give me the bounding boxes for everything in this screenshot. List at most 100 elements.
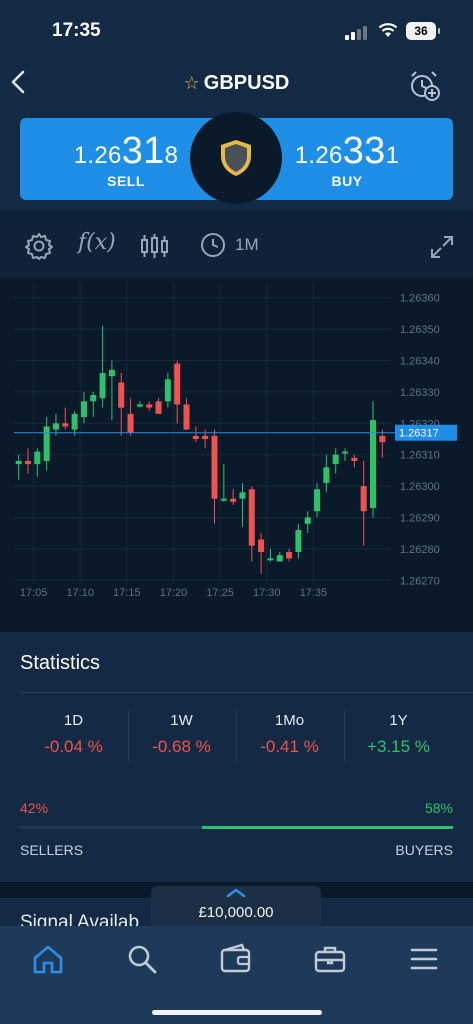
- search-icon[interactable]: [124, 942, 160, 976]
- y-tick-label: 1.26310: [400, 450, 440, 462]
- status-time: 17:35: [52, 20, 101, 41]
- y-tick-label: 1.26270: [400, 575, 440, 587]
- price-chart[interactable]: 1.26360 1.26350 1.26340 1.26330 1.26320 1.263…: [0, 278, 473, 606]
- indicators-fx-icon[interactable]: f(x): [78, 230, 116, 255]
- shield-icon: [221, 140, 251, 176]
- home-icon[interactable]: [30, 942, 66, 976]
- y-tick-label: 1.26360: [400, 293, 440, 305]
- status-bar: 17:35 36: [0, 0, 473, 60]
- candle-body: [220, 498, 227, 501]
- period-change: -0.04 %: [44, 737, 103, 756]
- candle-body: [295, 530, 302, 553]
- candle-body: [276, 555, 283, 562]
- candle-body: [342, 451, 349, 454]
- candle-body: [248, 489, 255, 546]
- page-title: ☆ GBPUSD: [0, 72, 473, 95]
- candle-body: [15, 460, 22, 465]
- wifi-icon: [378, 23, 398, 37]
- candle-body: [146, 404, 153, 408]
- current-price-tag: [395, 424, 457, 441]
- period-change: -0.68 %: [152, 737, 211, 756]
- instrument-name: GBPUSD: [203, 72, 290, 94]
- candlestick-type-icon[interactable]: [140, 232, 170, 260]
- candle-body: [351, 457, 358, 461]
- period-1mo: 1Mo -0.41 %: [232, 712, 347, 757]
- timeframe-selector[interactable]: 1M: [200, 232, 259, 258]
- statistics-title: Statistics: [20, 652, 101, 674]
- period-1w: 1W -0.68 %: [124, 712, 239, 757]
- fullscreen-expand-icon[interactable]: [429, 234, 455, 260]
- divider: [128, 710, 129, 762]
- portfolio-briefcase-icon[interactable]: [312, 942, 348, 976]
- timeframe-label: 1M: [235, 235, 259, 254]
- candle-body: [286, 552, 293, 559]
- y-tick-label: 1.26280: [400, 544, 440, 556]
- candle-body: [183, 404, 190, 430]
- wallet-icon[interactable]: [218, 942, 254, 976]
- price-alert-icon[interactable]: [408, 68, 442, 102]
- candle-body: [71, 413, 78, 430]
- candle-body: [314, 489, 321, 512]
- sellers-label: SELLERS: [20, 842, 84, 858]
- period-1d: 1D -0.04 %: [16, 712, 131, 757]
- buy-price: 1.26331: [294, 130, 400, 172]
- statistics-panel: Statistics 1D -0.04 % 1W -0.68 % 1Mo -0.…: [0, 632, 473, 882]
- candle-body: [174, 363, 181, 405]
- candle-body: [258, 539, 265, 553]
- candle-body: [24, 460, 31, 465]
- sellers-percent: 42%: [20, 800, 49, 816]
- candle-body: [155, 401, 162, 414]
- price-strip: 1.26318 SELL 1.26331 BUY: [0, 110, 473, 210]
- candle-body: [202, 435, 209, 439]
- buyers-fill: [202, 826, 453, 829]
- home-indicator: [152, 1010, 322, 1015]
- protection-shield-button[interactable]: [190, 112, 282, 204]
- candle-body: [34, 451, 41, 465]
- divider: [236, 710, 237, 762]
- candle-body: [62, 423, 69, 427]
- sell-price: 1.26318: [73, 130, 179, 172]
- star-icon[interactable]: ☆: [183, 73, 200, 93]
- period-label: 1D: [63, 712, 84, 729]
- candle-body: [267, 558, 274, 561]
- candle-body: [43, 426, 50, 461]
- back-chevron-icon[interactable]: [10, 70, 30, 98]
- y-tick-label: 1.26330: [400, 387, 440, 399]
- buyers-label: BUYERS: [395, 842, 453, 858]
- candle-body: [118, 382, 125, 408]
- candle-body: [230, 498, 237, 502]
- buyers-percent: 58%: [424, 800, 453, 816]
- candle-body: [332, 454, 339, 465]
- x-tick-label: 17:05: [20, 587, 48, 599]
- settings-gear-icon[interactable]: [25, 232, 53, 260]
- y-tick-label: 1.26300: [400, 481, 440, 493]
- x-tick-label: 17:15: [113, 587, 141, 599]
- buy-label: BUY: [331, 173, 363, 189]
- x-tick-label: 17:35: [300, 587, 328, 599]
- candle-body: [239, 492, 246, 499]
- sell-button[interactable]: 1.26318 SELL: [20, 118, 232, 200]
- period-label: 1Mo: [274, 712, 305, 729]
- y-tick-label: 1.26350: [400, 324, 440, 336]
- candle-body: [80, 401, 87, 418]
- candle-body: [99, 373, 106, 399]
- instrument-header: ☆ GBPUSD: [0, 60, 473, 110]
- y-tick-label: 1.26290: [400, 513, 440, 525]
- chart-toolbar: f(x) 1M: [0, 210, 473, 278]
- clock-icon: [201, 233, 225, 257]
- battery-indicator: 36: [406, 22, 440, 40]
- candle-body: [323, 467, 330, 483]
- candle-body: [136, 404, 143, 407]
- divider: [344, 710, 345, 762]
- y-tick-label: 1.26340: [400, 356, 440, 368]
- candle-body: [90, 395, 97, 402]
- balance-drawer-handle[interactable]: £10,000.00: [151, 886, 321, 926]
- period-1y: 1Y +3.15 %: [341, 712, 456, 757]
- candle-body: [360, 486, 367, 512]
- candlestick-chart[interactable]: 1.263601.263501.263401.263301.263201.263…: [0, 278, 473, 606]
- divider: [20, 692, 473, 693]
- x-tick-label: 17:10: [66, 587, 94, 599]
- account-balance: £10,000.00: [198, 904, 274, 921]
- period-label: 1Y: [389, 712, 408, 729]
- menu-hamburger-icon[interactable]: [406, 942, 442, 976]
